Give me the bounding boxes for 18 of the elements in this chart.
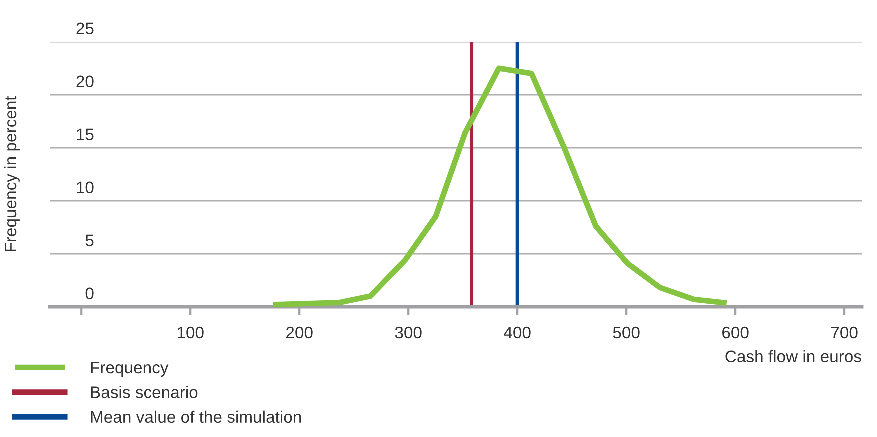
legend-label: Mean value of the simulation bbox=[91, 410, 302, 424]
y-axis-title: Frequency in percent bbox=[4, 96, 20, 252]
y-tick-label: 5 bbox=[86, 234, 94, 247]
x-tick-label: 100 bbox=[178, 326, 204, 339]
y-tick-label: 15 bbox=[77, 128, 94, 141]
y-tick-label: 10 bbox=[77, 182, 94, 194]
x-tick-label: 600 bbox=[722, 326, 749, 339]
x-tick-label: 500 bbox=[613, 326, 640, 339]
x-tick-label: 200 bbox=[286, 326, 313, 339]
legend-label: Basis scenario bbox=[91, 386, 198, 398]
x-tick-label: 400 bbox=[504, 326, 531, 339]
x-tick-label: 300 bbox=[395, 326, 422, 339]
y-tick-label: 20 bbox=[76, 76, 94, 88]
y-tick-label: 0 bbox=[86, 288, 94, 300]
x-axis-title: Cash flow in euros bbox=[726, 350, 862, 363]
legend-label: Frequency bbox=[91, 362, 169, 377]
y-tick-label: 25 bbox=[76, 22, 94, 35]
x-tick-label: 700 bbox=[832, 326, 858, 339]
